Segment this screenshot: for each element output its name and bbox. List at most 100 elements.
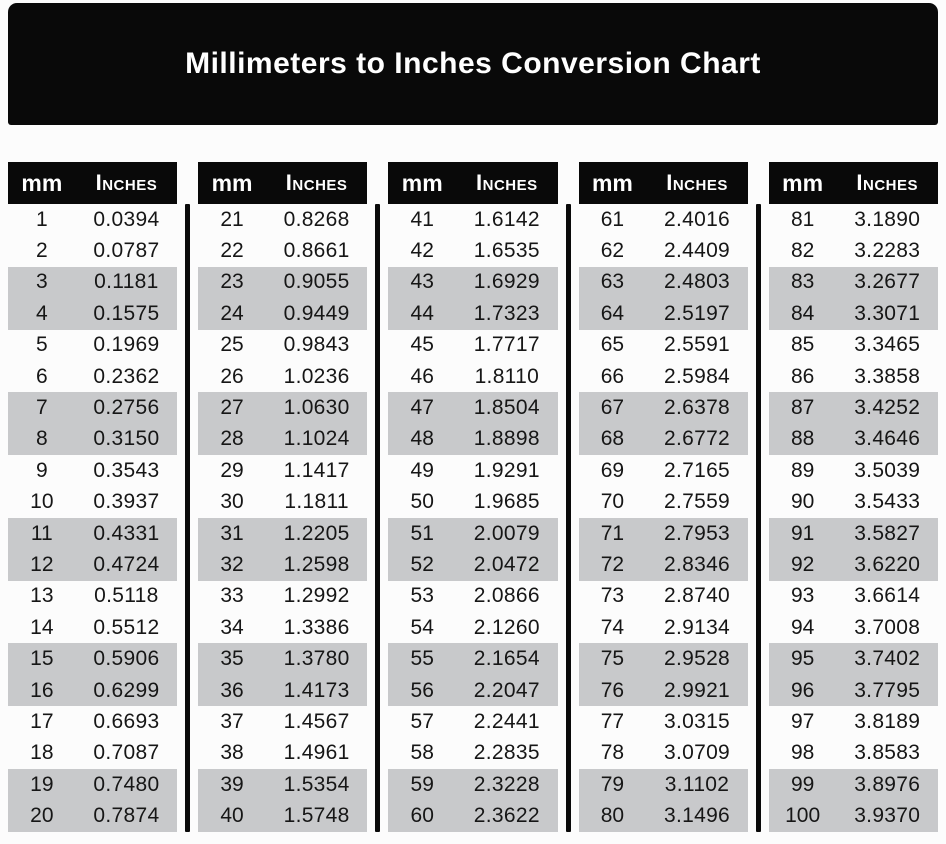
column-header-inches: Inches [476,170,538,195]
column-header-mm: mm [591,169,633,196]
inches-value: 0.3543 [93,458,160,482]
mm-value: 28 [220,427,244,451]
inches-value: 1.7323 [473,301,540,325]
table-row: 55 2.1654 [388,643,558,675]
table-row: 30 1.1811 [198,487,367,518]
column-header-inches: Inches [666,170,728,195]
table-row: 8 0.3150 [8,423,178,456]
inches-value: 2.4016 [664,207,731,231]
inches-value: 0.6693 [93,709,160,733]
mm-value: 52 [410,552,434,576]
inches-value: 0.2756 [93,396,160,420]
mm-value: 14 [30,615,54,639]
table-header: mm Inches [388,162,558,204]
mm-value: 62 [600,239,625,263]
inches-value: 3.2677 [854,270,921,294]
inches-value: 1.0630 [283,396,350,420]
mm-value: 50 [410,490,434,514]
inches-value: 0.2362 [93,364,160,388]
mm-value: 79 [600,772,625,796]
table-row: 17 0.6693 [8,706,177,737]
table-block-5: mm Inches 81 3.1890 82 3.2283 83 3.2677 84 3.3071… [768,162,938,832]
table-row: 95 3.7402 [768,643,938,675]
mm-value: 45 [410,333,434,357]
mm-value: 23 [220,270,244,294]
mm-value: 9 [35,458,48,482]
mm-value: 58 [410,741,434,765]
mm-value: 56 [410,678,434,702]
table-row: 5 0.1969 [8,330,177,361]
mm-value: 8 [35,427,48,451]
mm-value: 76 [600,678,625,702]
table-row: 88 3.4646 [768,423,938,456]
table-row: 73 2.8740 [579,581,748,612]
inches-value: 3.8583 [854,741,921,765]
mm-value: 26 [220,364,244,388]
inches-value: 3.4252 [854,396,921,420]
table-row: 33 1.2992 [198,581,367,612]
table-row: 81 3.1890 [769,204,938,235]
inches-value: 2.1654 [473,647,540,671]
column-divider [375,204,381,832]
inches-value: 0.7480 [93,772,160,796]
inches-value: 0.5906 [93,647,160,671]
inches-value: 0.9055 [283,270,350,294]
table-row: 48 1.8898 [388,423,558,456]
table-row: 13 0.5118 [8,581,177,612]
inches-value: 0.1969 [93,333,160,357]
inches-value: 0.7874 [93,804,160,828]
table-row: 85 3.3465 [769,330,938,361]
inches-value: 3.5827 [854,521,921,545]
inches-value: 1.4567 [283,709,350,733]
inches-value: 1.3386 [283,615,350,639]
column-divider [755,204,761,832]
mm-value: 100 [785,804,821,828]
inches-value: 1.7717 [473,333,540,357]
mm-value: 6 [35,364,48,388]
table-row: 59 2.3228 [388,769,558,801]
mm-value: 98 [790,741,815,765]
table-row: 84 3.3071 [768,298,938,330]
inches-value: 2.7165 [664,458,731,482]
mm-value: 12 [30,552,54,576]
inches-value: 2.2047 [473,678,540,702]
mm-value: 49 [410,458,434,482]
inches-value: 1.1811 [284,490,349,514]
mm-value: 90 [790,490,815,514]
table-row: 23 0.9055 [198,266,368,299]
table-row: 27 1.0630 [198,392,368,424]
table-row: 4 0.1575 [8,298,178,330]
column-header-inches: Inches [856,170,919,195]
inches-value: 2.5591 [664,333,731,357]
inches-value: 3.6220 [854,552,921,576]
table-row: 9 0.3543 [8,455,177,486]
table-row: 25 0.9843 [198,330,367,361]
inches-value: 0.7087 [93,741,160,765]
inches-value: 1.2598 [283,552,350,576]
table-row: 100 3.9370 [768,800,938,832]
mm-value: 63 [600,270,625,294]
inches-value: 3.1890 [854,207,921,231]
table-row: 76 2.9921 [578,674,748,707]
mm-value: 78 [600,741,625,765]
mm-value: 72 [600,552,625,576]
inches-value: 0.8268 [283,207,350,231]
table-row: 77 3.0315 [579,706,748,737]
inches-value: 2.8346 [664,552,731,576]
inches-value: 1.4961 [283,741,350,765]
mm-value: 36 [220,678,244,702]
inches-value: 2.9134 [664,615,731,639]
column-header-mm: mm [21,169,63,196]
mm-value: 30 [220,490,244,514]
mm-value: 64 [600,301,625,325]
inches-value: 2.2835 [473,741,540,765]
mm-value: 67 [600,396,625,420]
mm-value: 41 [410,207,434,231]
mm-value: 74 [600,615,625,639]
table-row: 21 0.8268 [198,204,367,235]
inches-value: 1.4173 [283,678,350,702]
mm-value: 31 [220,521,244,545]
table-row: 42 1.6535 [388,235,557,266]
table-row: 80 3.1496 [578,800,748,832]
